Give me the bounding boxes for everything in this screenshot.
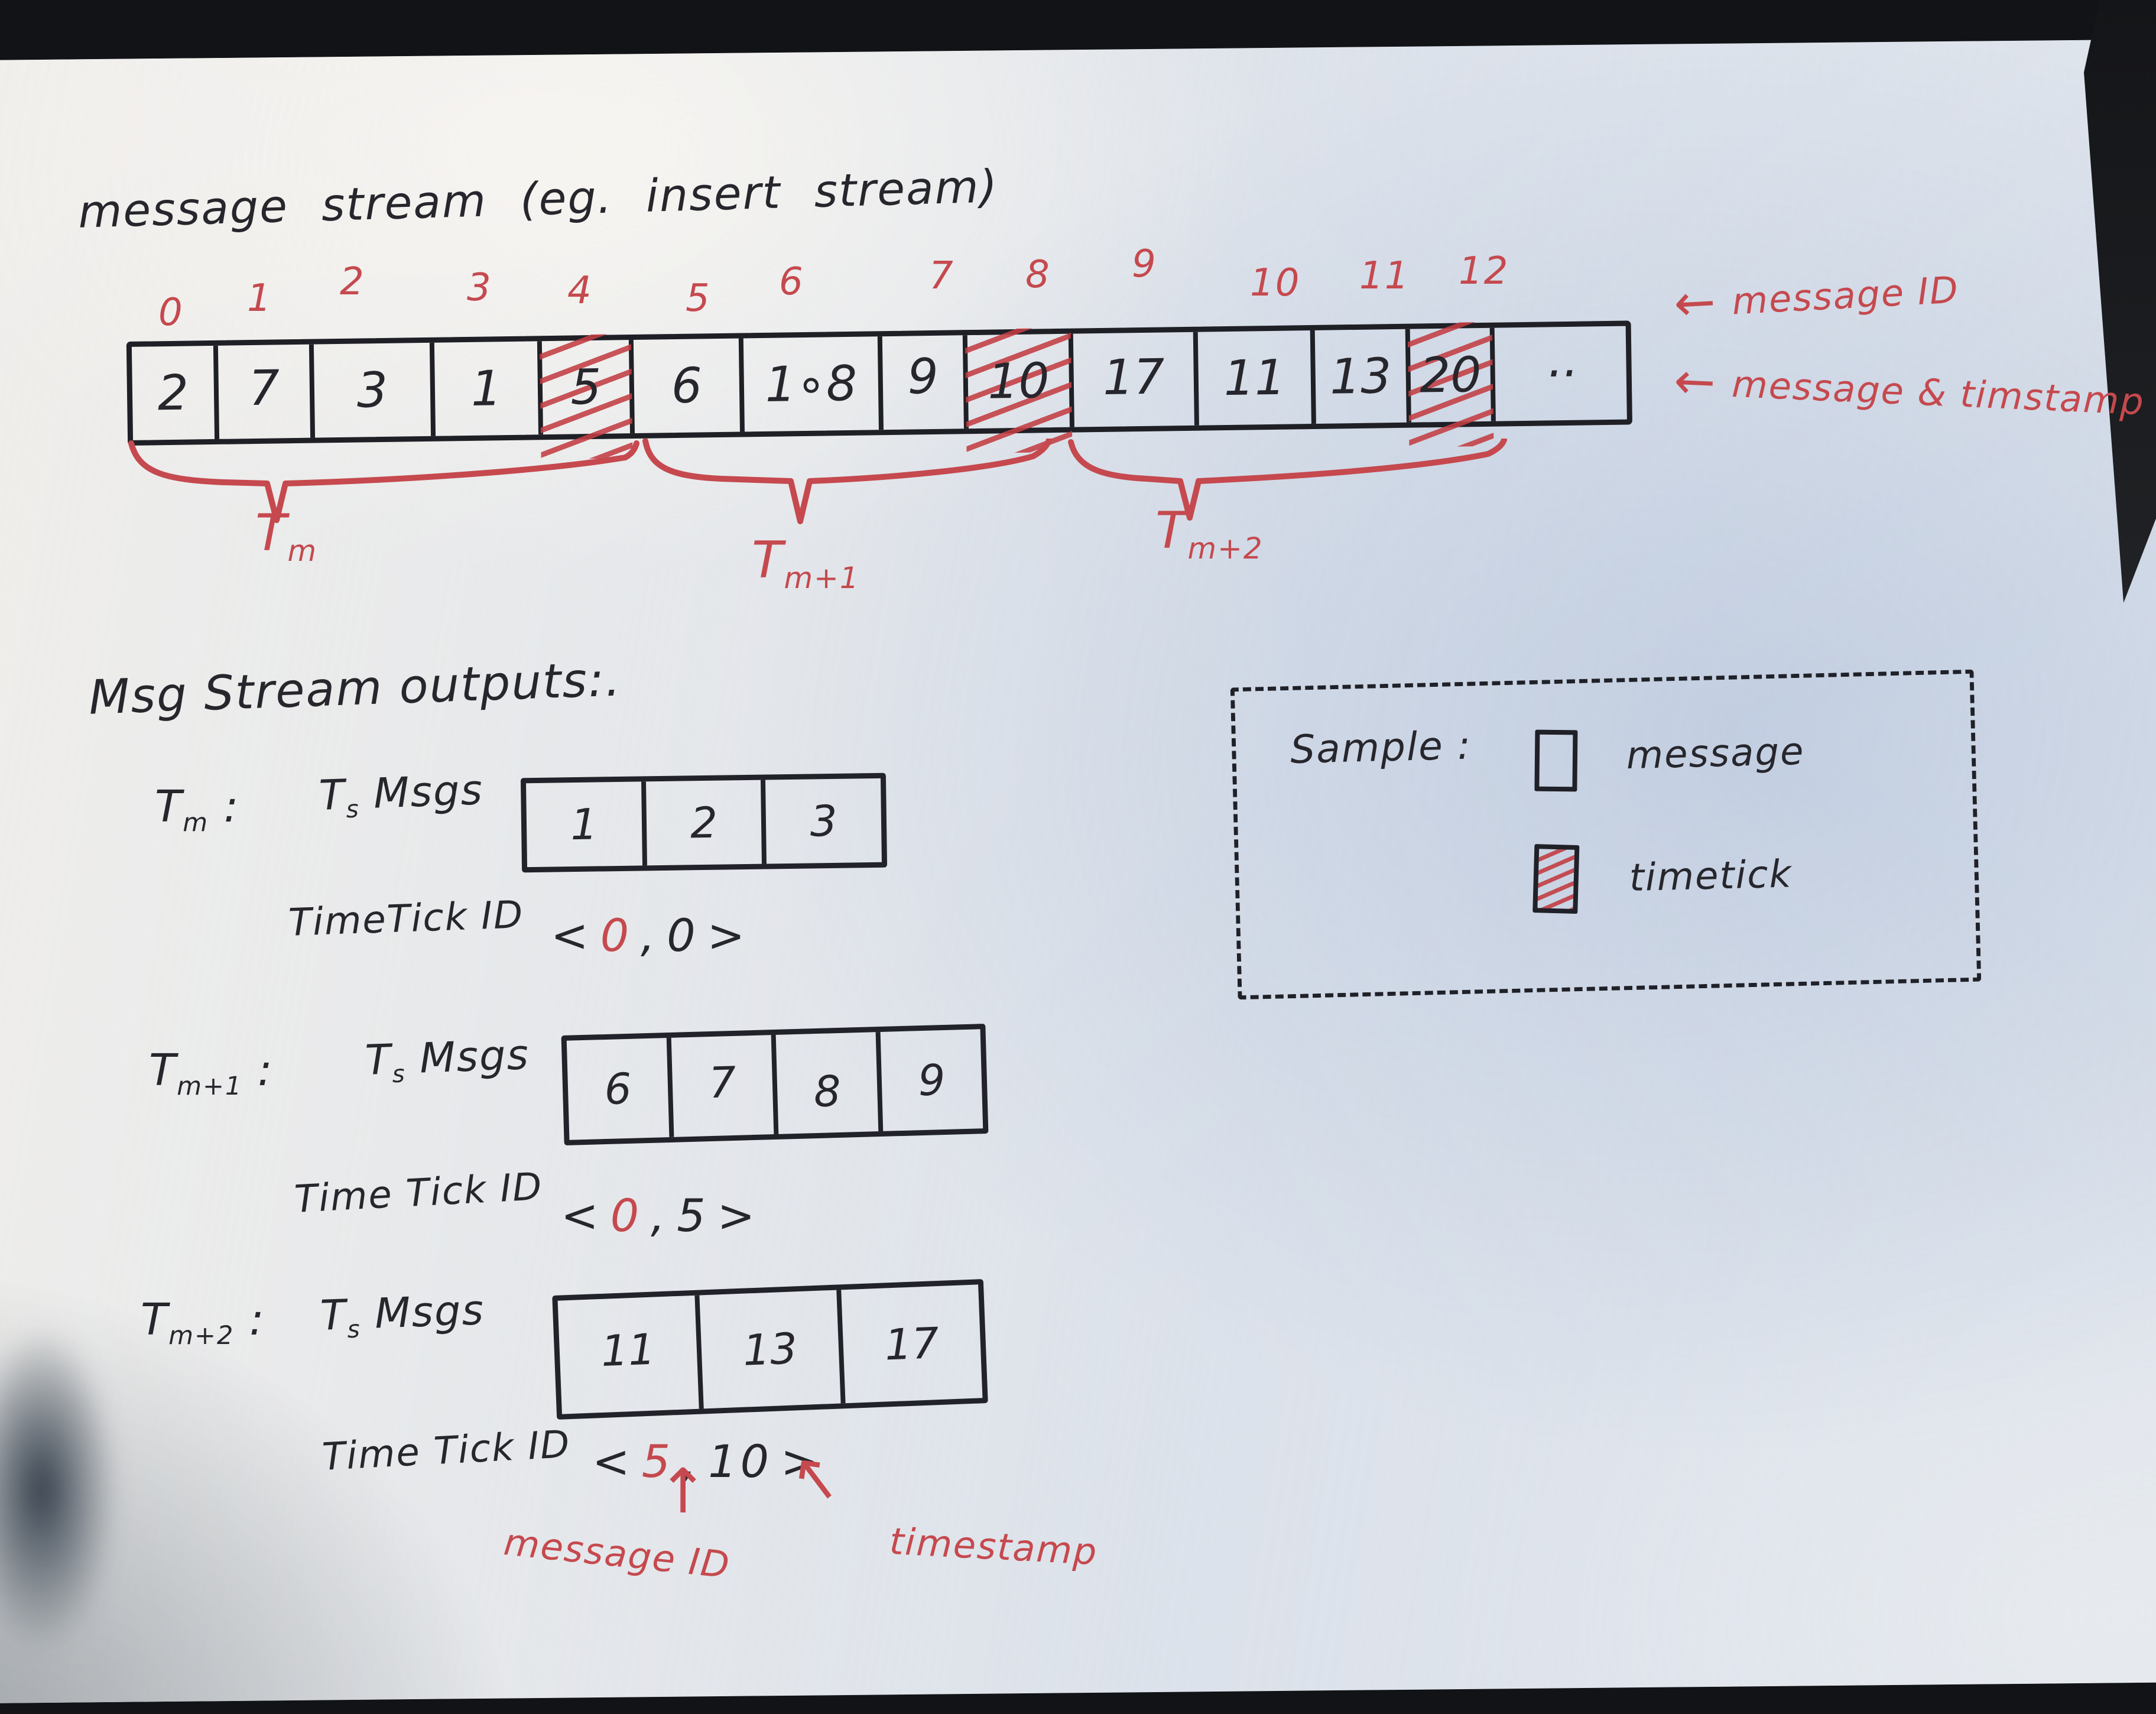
stream-index: 3 bbox=[467, 266, 492, 310]
window-braces bbox=[128, 439, 1507, 524]
msg-cell: 2 bbox=[641, 780, 762, 866]
row-tm-tickvalue: <0, 0 > bbox=[551, 909, 749, 962]
row-tm1-msgs-label: Ts Msgs bbox=[364, 1030, 531, 1089]
window-label-tm1: Tm+1 bbox=[752, 531, 860, 596]
stream-cell-message: 1 bbox=[429, 341, 539, 436]
msg-cell: 7 bbox=[666, 1035, 774, 1138]
stream-cell-message: 11 bbox=[1193, 330, 1311, 426]
stream-index: 4 bbox=[567, 269, 593, 313]
stream-cell-message: 9 bbox=[877, 335, 964, 430]
stream-index: 10 bbox=[1250, 261, 1301, 305]
sample-legend-box: Sample : message timetick bbox=[1230, 669, 1982, 1000]
msg-cell: 1 bbox=[570, 799, 598, 850]
msg-cell: 9 bbox=[875, 1029, 983, 1132]
msg-cell: 6 bbox=[603, 1063, 632, 1115]
stream-cell-message: 1∘8 bbox=[738, 336, 879, 432]
photo-shadow bbox=[0, 1265, 148, 1714]
stream-index: 7 bbox=[929, 254, 954, 298]
legend-label-timetick: timetick bbox=[1628, 852, 1793, 901]
row-tm-ticklabel: TimeTick ID bbox=[287, 893, 525, 945]
stream-cell-message: 13 bbox=[1310, 329, 1407, 424]
stream-index: 2 bbox=[340, 260, 365, 304]
legend-label-message: message bbox=[1625, 729, 1806, 778]
window-label-tm: Tm bbox=[255, 504, 318, 569]
row-tm1-tickvalue: <0, 5 > bbox=[561, 1189, 759, 1242]
legend-title: Sample : bbox=[1290, 722, 1472, 772]
msg-cell: 3 bbox=[761, 778, 882, 864]
left-arrow-icon: ← bbox=[1673, 351, 1718, 411]
stream-cell-timetick: 10 bbox=[962, 333, 1070, 429]
row-tm2-tickvalue: <5, 10 > bbox=[592, 1435, 822, 1488]
row-tm2-msgs-label: Ts Msgs bbox=[319, 1286, 486, 1344]
brace-tm bbox=[128, 440, 639, 523]
msg-cell: 13 bbox=[694, 1290, 841, 1409]
stream-cell-ellipsis: ·· bbox=[1489, 326, 1627, 421]
brace-tm2 bbox=[1068, 439, 1507, 521]
msg-cell: 8 bbox=[771, 1032, 879, 1135]
row-tm-msgs-box: 1 2 3 bbox=[520, 772, 888, 873]
row-tm1-label: Tm+1 : bbox=[149, 1045, 274, 1101]
stream-cell-message: 17 bbox=[1068, 332, 1194, 427]
brace-tm1 bbox=[642, 439, 1052, 524]
message-square-icon bbox=[1534, 729, 1578, 792]
stream-cell-message: 7 bbox=[213, 344, 311, 439]
row-tm2-msgs-box: 11 13 17 bbox=[552, 1279, 988, 1420]
left-arrow-icon: ← bbox=[1672, 272, 1719, 333]
stream-index: 9 bbox=[1132, 242, 1157, 286]
stream-index: 8 bbox=[1025, 253, 1051, 297]
stream-index: 1 bbox=[247, 277, 272, 320]
stream-cell-timetick: 5 bbox=[537, 340, 631, 435]
msg-cell: 11 bbox=[600, 1324, 657, 1376]
stream-cell-message: 3 bbox=[309, 342, 431, 438]
row-tm2-label: Tm+2 : bbox=[141, 1294, 265, 1351]
stream-cell-message: 6 bbox=[628, 338, 741, 434]
stream-index: 5 bbox=[686, 277, 711, 320]
up-arrow-icon: ↑ bbox=[657, 1455, 709, 1527]
window-label-tm2: Tm+2 bbox=[1155, 501, 1264, 566]
message-stream-strip: 2 7 3 1 5 6 1∘8 9 10 17 11 13 20 ·· bbox=[126, 320, 1632, 446]
row-tm-label: Tm : bbox=[155, 781, 240, 837]
up-left-arrow-icon: ↖ bbox=[785, 1437, 848, 1517]
timetick-square-icon bbox=[1532, 844, 1580, 914]
stream-index: 12 bbox=[1459, 249, 1509, 293]
row-tm-msgs-label: Ts Msgs bbox=[318, 765, 485, 824]
msg-cell: 17 bbox=[836, 1284, 983, 1404]
stream-cell-timetick: 20 bbox=[1405, 327, 1491, 423]
stream-cell-message: 2 bbox=[157, 365, 189, 421]
stream-index: 6 bbox=[779, 260, 804, 304]
stream-index: 0 bbox=[158, 291, 184, 335]
stream-index: 11 bbox=[1359, 254, 1410, 298]
row-tm1-msgs-box: 6 7 8 9 bbox=[561, 1024, 989, 1145]
